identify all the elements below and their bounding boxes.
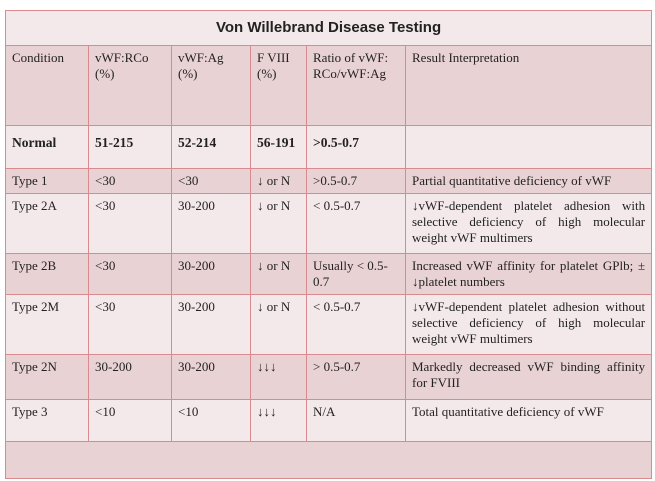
cell-vwf-rco: <30	[88, 193, 172, 254]
header-vwf-ag: vWF:Ag (%)	[171, 45, 251, 126]
cell-vwf-ag: <10	[171, 399, 251, 442]
empty-footer-cell	[4, 441, 653, 479]
cell-fviii: ↓ or N	[250, 294, 307, 355]
header-row: Condition vWF:RCo (%) vWF:Ag (%) F VIII …	[5, 45, 653, 126]
table-row: Normal 51-215 52-214 56-191 >0.5-0.7	[5, 125, 653, 169]
cell-condition: Type 2A	[5, 193, 89, 254]
cell-fviii: 56-191	[250, 125, 307, 169]
cell-vwf-ag: 30-200	[171, 354, 251, 400]
cell-condition: Normal	[5, 125, 89, 169]
header-interpretation: Result Interpretation	[404, 45, 653, 126]
cell-vwf-rco: 51-215	[88, 125, 172, 169]
header-condition: Condition	[5, 45, 89, 126]
cell-fviii: ↓ or N	[250, 193, 307, 254]
table-row: Type 2N 30-200 30-200 ↓↓↓ > 0.5-0.7 Mark…	[5, 354, 653, 400]
cell-vwf-ag: 30-200	[171, 294, 251, 355]
cell-ratio: > 0.5-0.7	[306, 354, 406, 400]
cell-vwf-rco: 30-200	[88, 354, 172, 400]
cell-fviii: ↓ or N	[250, 168, 307, 194]
cell-ratio: N/A	[306, 399, 406, 442]
cell-ratio: < 0.5-0.7	[306, 294, 406, 355]
vwd-testing-table: Von Willebrand Disease Testing Condition…	[4, 10, 653, 479]
cell-vwf-rco: <30	[88, 253, 172, 295]
title-row: Von Willebrand Disease Testing	[4, 10, 653, 46]
cell-fviii: ↓↓↓	[250, 354, 307, 400]
cell-interpretation: Markedly decreased vWF binding affinity …	[404, 354, 653, 400]
cell-interpretation: Partial quantitative deficiency of vWF	[404, 168, 653, 194]
cell-vwf-rco: <10	[88, 399, 172, 442]
cell-fviii: ↓ or N	[250, 253, 307, 295]
cell-ratio: < 0.5-0.7	[306, 193, 406, 254]
cell-condition: Type 2M	[5, 294, 89, 355]
table-row: Type 2A <30 30-200 ↓ or N < 0.5-0.7 ↓vWF…	[5, 193, 653, 254]
cell-vwf-ag: 30-200	[171, 193, 251, 254]
header-ratio: Ratio of vWF: RCo/vWF:Ag	[306, 45, 406, 126]
header-fviii: F VIII (%)	[250, 45, 307, 126]
cell-vwf-ag: 30-200	[171, 253, 251, 295]
table-title: Von Willebrand Disease Testing	[4, 10, 653, 46]
cell-interpretation: ↓vWF-dependent platelet adhesion without…	[404, 294, 653, 355]
cell-vwf-ag: <30	[171, 168, 251, 194]
empty-footer-row	[4, 441, 653, 479]
header-vwf-rco: vWF:RCo (%)	[88, 45, 172, 126]
cell-condition: Type 3	[5, 399, 89, 442]
cell-ratio: >0.5-0.7	[306, 168, 406, 194]
table-row: Type 2B <30 30-200 ↓ or N Usually < 0.5-…	[5, 253, 653, 295]
table-row: Type 3 <10 <10 ↓↓↓ N/A Total quantitativ…	[5, 399, 653, 442]
cell-interpretation: Total quantitative deficiency of vWF	[404, 399, 653, 442]
cell-vwf-rco: <30	[88, 294, 172, 355]
cell-vwf-rco: <30	[88, 168, 172, 194]
cell-condition: Type 1	[5, 168, 89, 194]
table-row: Type 2M <30 30-200 ↓ or N < 0.5-0.7 ↓vWF…	[5, 294, 653, 355]
cell-fviii: ↓↓↓	[250, 399, 307, 442]
cell-interpretation: Increased vWF affinity for platelet GPlb…	[404, 253, 653, 295]
cell-interpretation	[404, 125, 653, 169]
cell-ratio: Usually < 0.5-0.7	[306, 253, 406, 295]
cell-interpretation: ↓vWF-dependent platelet adhesion with se…	[404, 193, 653, 254]
table-row: Type 1 <30 <30 ↓ or N >0.5-0.7 Partial q…	[5, 168, 653, 194]
cell-ratio: >0.5-0.7	[306, 125, 406, 169]
cell-condition: Type 2B	[5, 253, 89, 295]
cell-condition: Type 2N	[5, 354, 89, 400]
cell-vwf-ag: 52-214	[171, 125, 251, 169]
